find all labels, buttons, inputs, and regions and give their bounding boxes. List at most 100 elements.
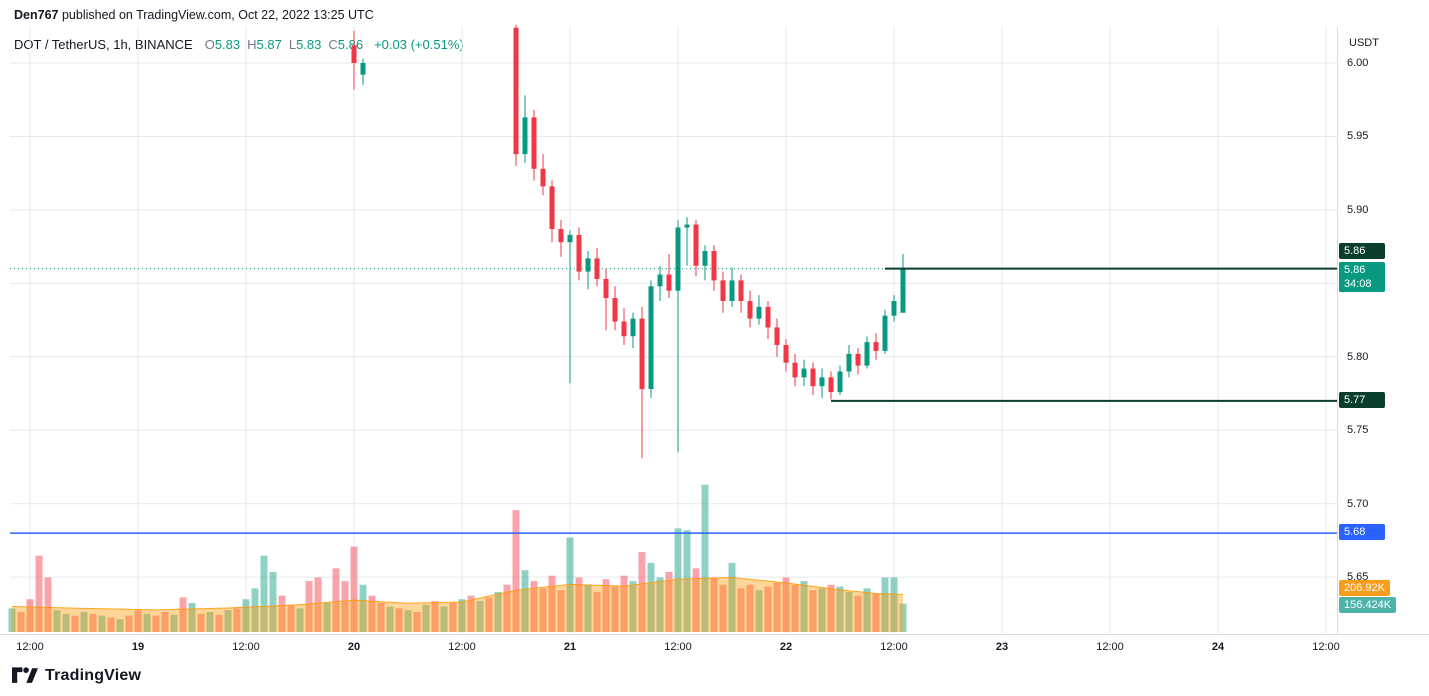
tradingview-brand[interactable]: TradingView (12, 667, 141, 685)
y-axis-tick: 5.80 (1347, 350, 1369, 363)
volume-bar (233, 608, 241, 632)
y-axis-tick: 5.65 (1347, 571, 1369, 584)
x-axis-tick: 12:00 (880, 641, 908, 653)
volume-bar (359, 584, 367, 632)
volume-bar (89, 613, 97, 632)
candle-body (783, 345, 789, 363)
volume-bar (422, 604, 430, 632)
candle-body (585, 258, 591, 272)
candle-body (711, 251, 717, 281)
volume-bar (881, 577, 889, 632)
volume-bar (683, 530, 691, 632)
x-axis-tick: 19 (131, 641, 145, 653)
volume-bar (647, 562, 655, 632)
candle-body (576, 234, 582, 272)
candle-body (729, 280, 735, 301)
volume-bar (395, 608, 403, 632)
volume-bar (278, 595, 286, 632)
volume-bar (755, 590, 763, 632)
volume-bar (503, 584, 511, 632)
volume-bar (386, 606, 394, 632)
candle-body (837, 371, 843, 393)
volume-bar (737, 588, 745, 632)
candle-body (675, 227, 681, 291)
volume-bar (764, 586, 772, 632)
candle-body (900, 268, 906, 313)
y-axis-tick: 5.90 (1347, 203, 1369, 216)
volume-bar (620, 575, 628, 632)
volume-bar (143, 613, 151, 632)
volume-bar (692, 568, 700, 632)
author-name: Den767 (14, 8, 59, 22)
volume-bar (602, 579, 610, 632)
attribution-text: published on TradingView.com, Oct 22, 20… (58, 8, 374, 22)
volume-bar (260, 555, 268, 632)
x-axis-tick: 23 (995, 641, 1009, 653)
volume-bar (890, 577, 898, 632)
volume-bar (413, 612, 421, 632)
chart-legend[interactable]: DOT / TetherUS, 1h, BINANCE O5.83 H5.87 L5.… (14, 37, 464, 52)
candle-body (522, 117, 528, 155)
candle-body (351, 45, 357, 63)
volume-bar (467, 595, 475, 632)
candle-body (819, 377, 825, 387)
quote-currency-label: USDT (1349, 37, 1379, 49)
volume-bar (854, 595, 862, 632)
volume-bar (350, 546, 358, 632)
volume-bar (287, 604, 295, 632)
volume-bar (404, 610, 412, 632)
volume-bar (134, 610, 142, 632)
volume-bar (827, 584, 835, 632)
volume-bar (530, 581, 538, 632)
volume-bar (665, 572, 673, 632)
price-axis[interactable]: USDT 6.00 5.95 5.90 5.85 5.80 5.75 5.70 5.65 (1337, 0, 1429, 634)
price-axis-border (1337, 27, 1338, 634)
y-axis-tick: 5.75 (1347, 424, 1369, 437)
volume-bar (728, 562, 736, 632)
candle-body (693, 224, 699, 266)
volume-bar (521, 570, 529, 632)
volume-bar (800, 581, 808, 632)
ohlc-close: C5.86 (328, 37, 364, 52)
candle-body (855, 353, 861, 366)
tradingview-wordmark: TradingView (45, 667, 142, 684)
x-axis-tick: 21 (563, 641, 577, 653)
ohlc-high: H5.87 (247, 37, 282, 52)
volume-bar (449, 602, 457, 632)
volume-bar (332, 568, 340, 632)
volume-bar (575, 577, 583, 632)
time-axis[interactable]: 12:00 19 12:00 20 12:00 21 12:00 22 12:00 23 12:00… (0, 635, 1429, 661)
volume-bar (629, 581, 637, 632)
candle-body (567, 234, 573, 243)
candle-body (540, 168, 546, 187)
candle-body (801, 368, 807, 378)
volume-bar (125, 615, 133, 632)
volume-bar (656, 577, 664, 632)
volume-bar (314, 577, 322, 632)
volume-bar (719, 584, 727, 632)
candle-body (792, 362, 798, 378)
volume-bar (584, 584, 592, 632)
candle-body (531, 117, 537, 169)
symbol-title[interactable]: DOT / TetherUS, 1h, BINANCE (14, 37, 193, 52)
x-axis-tick: 12:00 (664, 641, 692, 653)
volume-bar (224, 610, 232, 632)
volume-bar (98, 615, 106, 632)
volume-bar (845, 592, 853, 632)
volume-bar (773, 582, 781, 632)
candle-body (864, 342, 870, 366)
tradingview-logo-icon[interactable] (12, 667, 38, 685)
time-axis-border (0, 634, 1429, 635)
volume-bar (791, 584, 799, 632)
volume-bar (71, 615, 79, 632)
volume-bar (188, 602, 196, 632)
price-change: +0.03 (+0.51%) (374, 37, 464, 52)
volume-bar (152, 615, 160, 632)
ohlc-open: O5.83 (204, 37, 241, 52)
volume-bar (476, 601, 484, 632)
candle-body (666, 274, 672, 291)
candle-body (360, 63, 366, 75)
y-axis-tick: 5.70 (1347, 497, 1369, 510)
x-axis-tick: 12:00 (1096, 641, 1124, 653)
